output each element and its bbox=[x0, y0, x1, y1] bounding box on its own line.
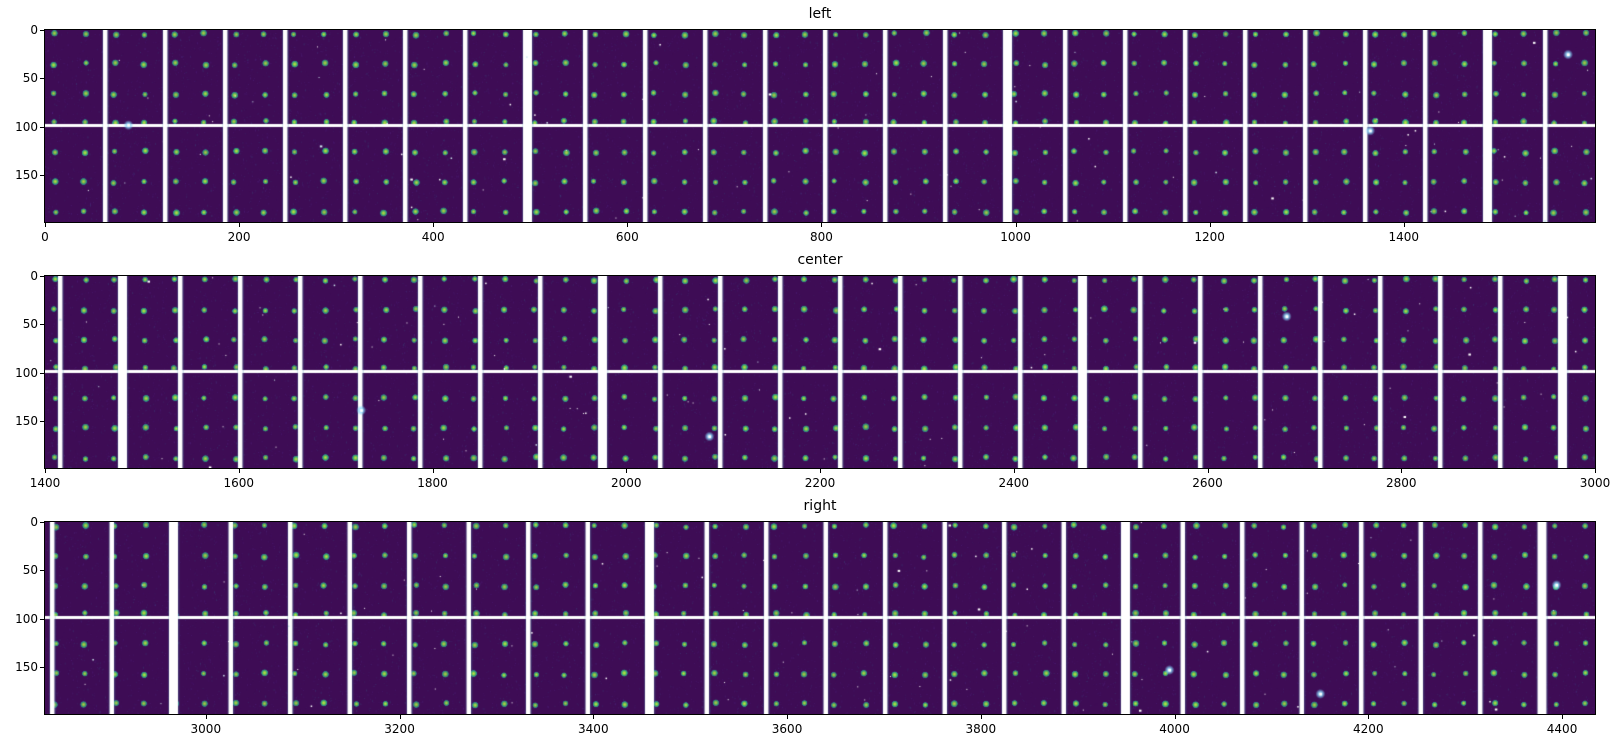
x-tick-mark bbox=[593, 715, 595, 719]
x-tick-label: 0 bbox=[41, 230, 49, 244]
x-tick-label: 1600 bbox=[223, 476, 255, 490]
x-tick-mark bbox=[239, 223, 241, 227]
x-tick-label: 2200 bbox=[804, 476, 836, 490]
x-tick-label: 4000 bbox=[1159, 722, 1190, 736]
x-tick-mark bbox=[821, 223, 823, 227]
x-tick-label: 2600 bbox=[1192, 476, 1223, 490]
y-tick-mark bbox=[40, 522, 44, 523]
x-tick-mark bbox=[627, 223, 629, 227]
x-tick-mark bbox=[1015, 223, 1017, 227]
y-tick-mark bbox=[40, 618, 44, 620]
x-tick-label: 1200 bbox=[1194, 230, 1225, 244]
x-tick-label: 4200 bbox=[1353, 722, 1384, 736]
y-tick-label: 100 bbox=[15, 119, 38, 134]
x-tick-mark bbox=[1174, 715, 1176, 719]
x-tick-label: 3600 bbox=[771, 722, 803, 736]
y-tick-mark bbox=[40, 276, 44, 277]
x-tick-mark bbox=[205, 715, 207, 719]
y-tick-label: 50 bbox=[22, 71, 38, 86]
x-tick-label: 800 bbox=[810, 230, 833, 244]
subplot-center-title: center bbox=[797, 252, 843, 268]
y-tick-mark bbox=[40, 30, 44, 31]
x-tick-label: 1400 bbox=[29, 476, 61, 490]
subplot-left-plot-area bbox=[44, 29, 1596, 223]
y-tick-label: 0 bbox=[30, 269, 38, 283]
x-tick-mark bbox=[1207, 469, 1209, 473]
x-tick-label: 1400 bbox=[1388, 230, 1420, 244]
y-tick-mark bbox=[40, 372, 44, 374]
x-tick-mark bbox=[433, 223, 435, 227]
y-tick-mark bbox=[40, 324, 44, 326]
subplot-left-axes-spine bbox=[44, 29, 1596, 223]
x-tick-label: 2800 bbox=[1385, 476, 1417, 490]
x-tick-label: 200 bbox=[227, 230, 251, 244]
y-tick-label: 0 bbox=[30, 515, 38, 529]
x-tick-label: 1000 bbox=[1000, 230, 1031, 244]
x-tick-mark bbox=[980, 715, 982, 719]
x-tick-mark bbox=[1595, 469, 1596, 473]
x-tick-mark bbox=[1209, 223, 1211, 227]
subplot-right-title: right bbox=[803, 498, 837, 514]
x-tick-mark bbox=[787, 715, 789, 719]
x-tick-label: 3400 bbox=[578, 722, 609, 736]
y-tick-label: 50 bbox=[22, 317, 38, 332]
subplot-left-title: left bbox=[808, 6, 832, 22]
x-tick-label: 4400 bbox=[1546, 722, 1578, 736]
x-tick-mark bbox=[432, 469, 434, 473]
subplot-right-axes-spine bbox=[44, 521, 1596, 715]
x-tick-mark bbox=[1562, 715, 1564, 719]
x-tick-label: 1800 bbox=[417, 476, 448, 490]
x-tick-mark bbox=[45, 223, 46, 227]
y-tick-mark bbox=[40, 78, 44, 80]
y-tick-mark bbox=[40, 421, 44, 423]
x-tick-label: 2000 bbox=[610, 476, 642, 490]
x-tick-mark bbox=[1368, 715, 1370, 719]
y-tick-mark bbox=[40, 126, 44, 128]
subplot-center-axes-spine bbox=[44, 275, 1596, 469]
x-tick-mark bbox=[1401, 469, 1403, 473]
x-tick-label: 3000 bbox=[190, 722, 222, 736]
x-tick-mark bbox=[1013, 469, 1015, 473]
x-tick-mark bbox=[45, 469, 46, 473]
subplot-center-detector-image bbox=[45, 276, 1595, 468]
y-tick-label: 0 bbox=[30, 23, 38, 37]
x-tick-label: 2400 bbox=[998, 476, 1030, 490]
x-tick-label: 600 bbox=[615, 230, 639, 244]
y-tick-label: 100 bbox=[15, 365, 38, 380]
y-tick-mark bbox=[40, 175, 44, 177]
subplot-center-plot-area bbox=[44, 275, 1596, 469]
x-tick-mark bbox=[399, 715, 401, 719]
x-tick-label: 3800 bbox=[965, 722, 997, 736]
y-tick-label: 150 bbox=[15, 660, 38, 675]
y-tick-label: 50 bbox=[22, 563, 38, 578]
x-tick-label: 400 bbox=[421, 230, 445, 244]
y-tick-label: 100 bbox=[15, 611, 38, 626]
y-tick-label: 150 bbox=[15, 168, 38, 183]
x-tick-label: 3200 bbox=[384, 722, 415, 736]
x-tick-mark bbox=[626, 469, 628, 473]
subplot-right-detector-image bbox=[45, 522, 1595, 714]
y-tick-mark bbox=[40, 570, 44, 572]
y-tick-mark bbox=[40, 667, 44, 669]
subplot-right-plot-area bbox=[44, 521, 1596, 715]
y-tick-label: 150 bbox=[15, 414, 38, 429]
x-tick-label: 3000 bbox=[1579, 476, 1611, 490]
x-tick-mark bbox=[238, 469, 240, 473]
subplot-left-detector-image bbox=[45, 30, 1595, 222]
x-tick-mark bbox=[820, 469, 821, 473]
x-tick-mark bbox=[1403, 223, 1405, 227]
